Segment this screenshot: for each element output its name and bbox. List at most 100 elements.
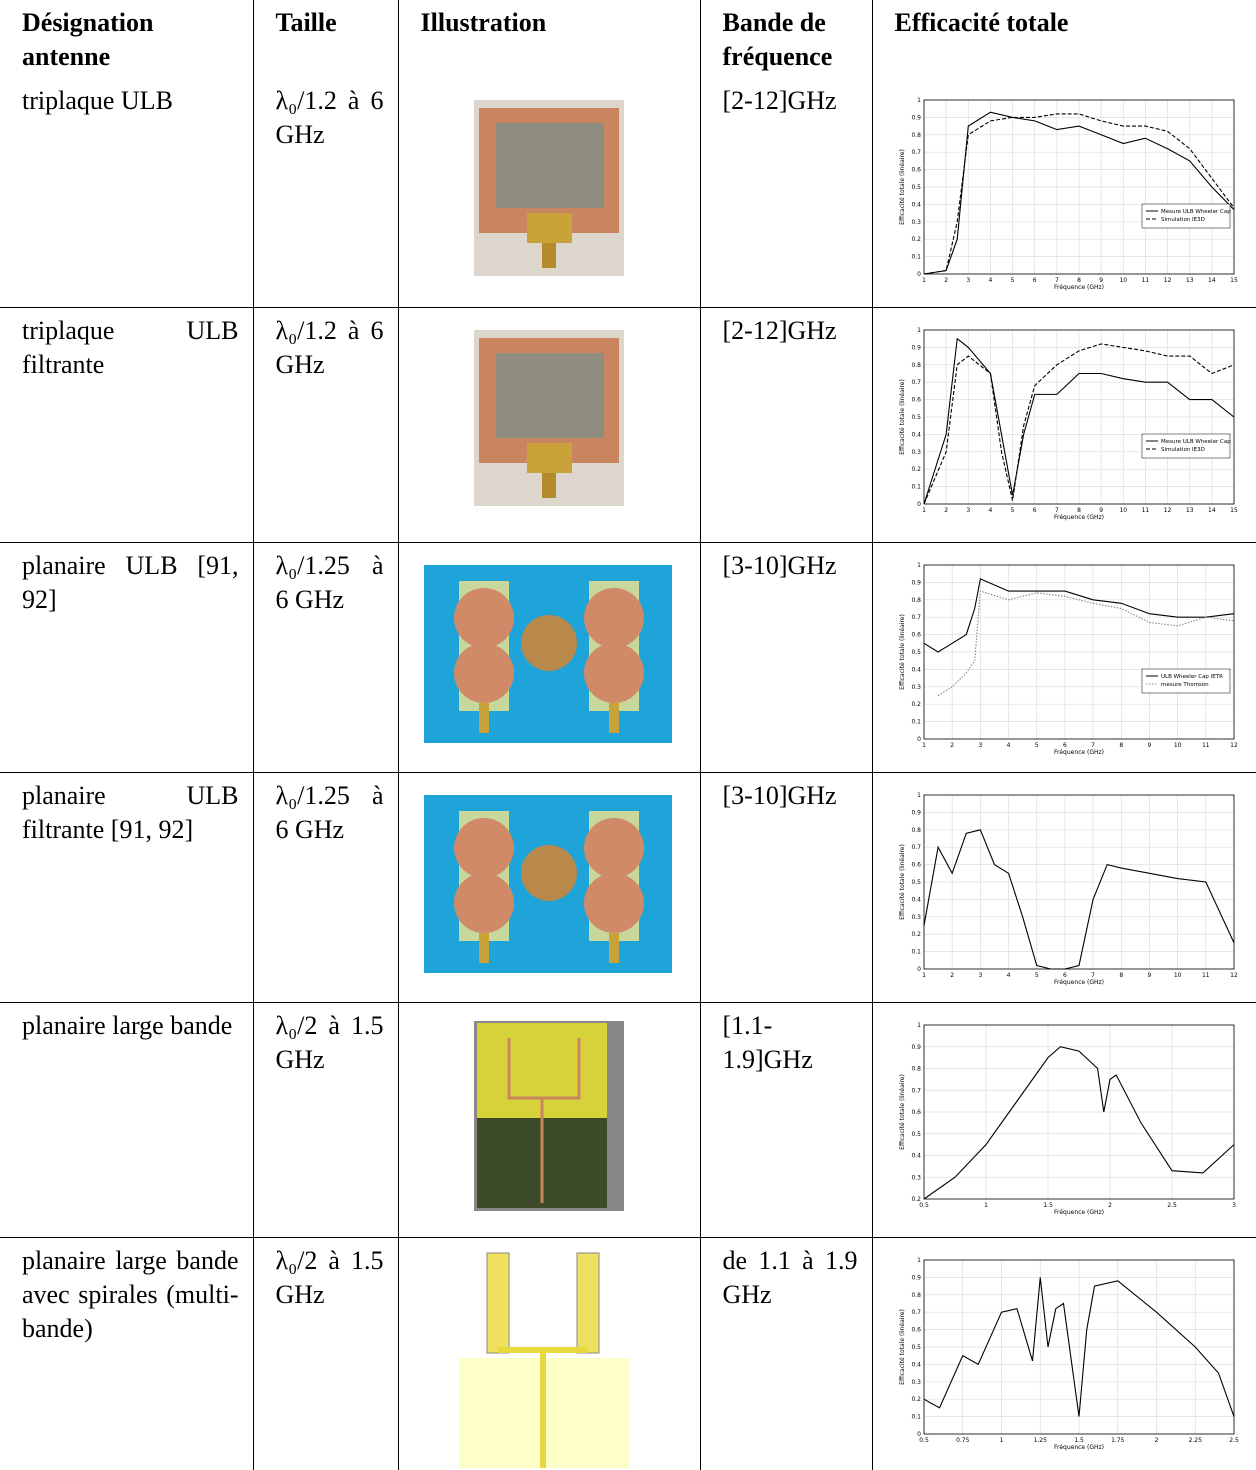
x-axis-label: Fréquence (GHz) — [1054, 1209, 1104, 1216]
x-tick-label: 12 — [1230, 742, 1238, 749]
y-tick-label: 0 — [917, 966, 921, 973]
y-tick-label: 0.3 — [912, 684, 922, 691]
x-tick-label: 3 — [979, 972, 983, 979]
y-tick-label: 0.7 — [912, 1309, 922, 1316]
y-tick-label: 0.1 — [912, 949, 922, 956]
x-tick-label: 2.25 — [1189, 1437, 1203, 1444]
x-tick-label: 1 — [1000, 1437, 1004, 1444]
x-tick-label: 1 — [922, 742, 926, 749]
y-tick-label: 1 — [917, 97, 921, 104]
band-cell: de 1.1 à 1.9 GHz — [699, 1237, 872, 1470]
x-tick-label: 11 — [1142, 277, 1150, 284]
size-cell: λ₀/2 à 1.5 GHz — [252, 1002, 398, 1238]
x-tick-label: 1.5 — [1043, 1202, 1053, 1209]
x-tick-label: 5 — [1011, 277, 1015, 284]
y-tick-label: 0.2 — [912, 466, 922, 473]
x-tick-label: 9 — [1099, 507, 1103, 514]
size-cell: λ₀/1.25 à 6 GHz — [252, 772, 398, 1003]
table-row: triplaque ULB λ₀/1.2 à 6 GHz [2-12]GHz 0 0.… — [0, 78, 1256, 308]
x-axis-label: Fréquence (GHz) — [1054, 284, 1104, 291]
x-tick-label: 4 — [989, 277, 993, 284]
y-tick-label: 0.5 — [912, 1344, 922, 1351]
x-tick-label: 14 — [1208, 277, 1216, 284]
y-tick-label: 0.2 — [912, 1196, 922, 1203]
x-tick-label: 14 — [1208, 507, 1216, 514]
x-tick-label: 1.25 — [1034, 1437, 1048, 1444]
y-tick-label: 0.4 — [912, 896, 922, 903]
illustration-cell — [397, 542, 700, 773]
x-tick-label: 9 — [1099, 277, 1103, 284]
designation-cell: planaire large bande avec spirales (mult… — [22, 1246, 239, 1343]
plot-frame — [923, 794, 1235, 970]
size-cell: λ₀/1.2 à 6 GHz — [252, 307, 398, 543]
efficiency-chart: 0 0.1 0.2 0.3 0.4 0.5 0.6 0.7 0.8 0.9 1 0.5 0.75 1 1.2… — [899, 1257, 1239, 1451]
y-tick-label: 0.7 — [912, 844, 922, 851]
plot-frame — [923, 1024, 1235, 1200]
x-tick-label: 6 — [1063, 972, 1067, 979]
y-axis-label: Efficacité totale (linéaire) — [899, 379, 906, 455]
y-tick-label: 0.9 — [912, 579, 922, 586]
x-tick-label: 3 — [967, 507, 971, 514]
x-tick-label: 8 — [1120, 972, 1124, 979]
table-row: planaire ULB filtrante [91, 92] λ₀/1.25 à… — [0, 772, 1256, 1003]
efficiency-chart: 00.10.20.30.40.50.60.70.80.911 2 3 4 5 6 7 8 9 10… — [899, 327, 1238, 521]
x-tick-label: 2 — [1108, 1202, 1112, 1209]
series-line — [923, 1046, 1235, 1200]
y-tick-label: 0.8 — [912, 1066, 922, 1073]
x-tick-label: 7 — [1055, 277, 1059, 284]
header-cell: Illustration — [397, 0, 700, 78]
series-line — [923, 343, 1235, 505]
y-tick-label: 0 — [917, 1431, 921, 1438]
legend-box — [1142, 203, 1231, 229]
x-tick-label: 5 — [1035, 972, 1039, 979]
illustration-cell — [397, 772, 700, 1003]
header-cell: Efficacité totale — [871, 0, 1256, 78]
designation-cell: planaire large bande — [22, 1011, 233, 1040]
legend-label: Mesure ULB Wheeler Cap — [1161, 209, 1231, 215]
x-tick-label: 4 — [1007, 742, 1011, 749]
y-tick-label: 0.9 — [912, 1274, 922, 1281]
x-tick-label: 3 — [967, 277, 971, 284]
table-row: planaire ULB [91, 92] λ₀/1.25 à 6 GHz [3-… — [0, 542, 1256, 773]
y-tick-label: 0.7 — [912, 1087, 922, 1094]
x-tick-label: 10 — [1120, 507, 1128, 514]
x-axis-label: Fréquence (GHz) — [1054, 749, 1104, 756]
y-tick-label: 0.6 — [912, 1109, 922, 1116]
x-tick-label: 2.5 — [1167, 1202, 1177, 1209]
x-tick-label: 3 — [979, 742, 983, 749]
efficiency-cell: 0.2 0.3 0.4 0.5 0.6 0.7 0.8 0.9 1 0.5 1 1.5 2 2.5 3 Fré… — [871, 1002, 1256, 1238]
x-tick-label: 15 — [1230, 277, 1238, 284]
illustration-cell — [397, 1237, 700, 1470]
y-tick-label: 0.3 — [912, 1174, 922, 1181]
designation-cell: triplaque ULB — [22, 86, 173, 115]
y-tick-label: 0.6 — [912, 167, 922, 174]
table-body: triplaque ULB λ₀/1.2 à 6 GHz [2-12]GHz 0 0.… — [0, 78, 1256, 1470]
series-line — [923, 337, 1235, 505]
y-tick-label: 0.3 — [912, 449, 922, 456]
x-tick-label: 6 — [1033, 507, 1037, 514]
y-tick-label: 0.1 — [912, 254, 922, 261]
x-tick-label: 5 — [1035, 742, 1039, 749]
x-tick-label: 12 — [1230, 972, 1238, 979]
x-tick-label: 10 — [1174, 972, 1182, 979]
designation-cell: planaire ULB filtrante [91, 92] — [22, 781, 239, 844]
y-tick-label: 0.7 — [912, 614, 922, 621]
y-tick-label: 0.8 — [912, 827, 922, 834]
y-axis-label: Efficacité totale (linéaire) — [899, 1309, 906, 1385]
y-tick-label: 0.8 — [912, 132, 922, 139]
designation-cell: planaire ULB [91, 92] — [22, 551, 239, 614]
x-tick-label: 11 — [1202, 742, 1210, 749]
y-tick-label: 0.6 — [912, 632, 922, 639]
x-tick-label: 8 — [1120, 742, 1124, 749]
x-tick-label: 4 — [989, 507, 993, 514]
y-tick-label: 0.9 — [912, 344, 922, 351]
header-cell: Désignation antenne — [22, 8, 154, 71]
x-tick-label: 7 — [1091, 742, 1095, 749]
x-tick-label: 6 — [1033, 277, 1037, 284]
y-tick-label: 0.5 — [912, 649, 922, 656]
x-tick-label: 2 — [951, 972, 955, 979]
efficiency-chart: 0.2 0.3 0.4 0.5 0.6 0.7 0.8 0.9 1 0.5 1 1.5 2 2.5 3 Fré… — [899, 1022, 1236, 1216]
x-tick-label: 2 — [944, 277, 948, 284]
band-cell: [2-12]GHz — [699, 78, 872, 308]
